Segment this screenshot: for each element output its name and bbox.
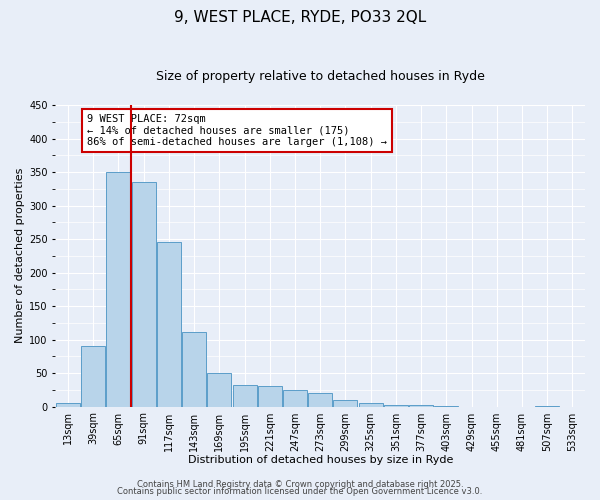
Text: 9, WEST PLACE, RYDE, PO33 2QL: 9, WEST PLACE, RYDE, PO33 2QL (174, 10, 426, 25)
Text: 9 WEST PLACE: 72sqm
← 14% of detached houses are smaller (175)
86% of semi-detac: 9 WEST PLACE: 72sqm ← 14% of detached ho… (87, 114, 387, 147)
Text: Contains HM Land Registry data © Crown copyright and database right 2025.: Contains HM Land Registry data © Crown c… (137, 480, 463, 489)
Bar (132, 182, 155, 406)
Bar (334, 400, 358, 406)
Bar (208, 373, 232, 406)
Bar (359, 403, 383, 406)
Bar (258, 386, 282, 406)
Bar (157, 242, 181, 406)
X-axis label: Distribution of detached houses by size in Ryde: Distribution of detached houses by size … (188, 455, 453, 465)
Bar (283, 390, 307, 406)
Bar (233, 385, 257, 406)
Bar (81, 346, 105, 406)
Title: Size of property relative to detached houses in Ryde: Size of property relative to detached ho… (156, 70, 485, 83)
Text: Contains public sector information licensed under the Open Government Licence v3: Contains public sector information licen… (118, 487, 482, 496)
Bar (106, 172, 130, 406)
Bar (308, 393, 332, 406)
Bar (182, 332, 206, 406)
Y-axis label: Number of detached properties: Number of detached properties (15, 168, 25, 344)
Bar (56, 403, 80, 406)
